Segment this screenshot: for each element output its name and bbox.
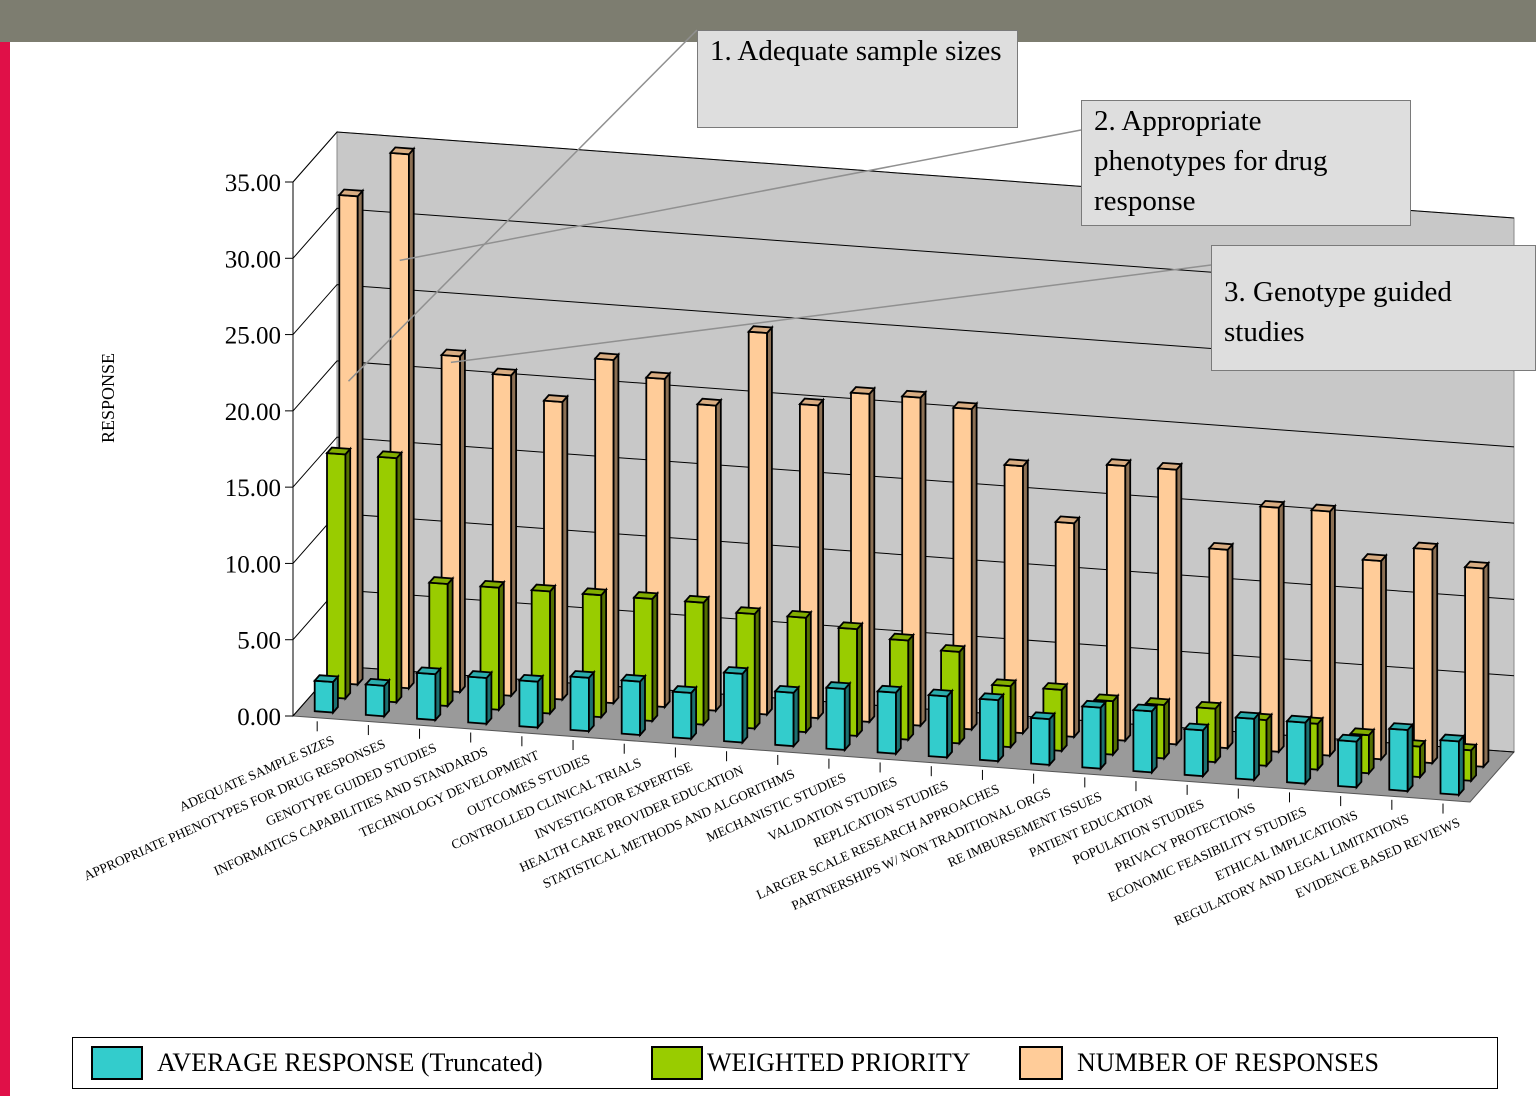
callout-2-text: 2. Appropriate phenotypes for drug respo… (1094, 105, 1328, 217)
bar-average-2 (415, 666, 443, 723)
bar-average-15 (1080, 699, 1108, 771)
bar-number-13 (1002, 458, 1030, 736)
legend-item-average: AVERAGE RESPONSE (Truncated) (91, 1046, 543, 1080)
bar-number-17 (1207, 541, 1235, 751)
gridline (292, 360, 1515, 448)
gridline (292, 284, 1515, 372)
callout-leader-3 (450, 264, 1212, 364)
bar-average-10 (824, 681, 852, 753)
bar-average-22 (1438, 733, 1466, 798)
bar-average-19 (1285, 714, 1313, 787)
bar-number-9 (798, 397, 825, 721)
bar-average-18 (1233, 710, 1261, 783)
bar-number-11 (900, 389, 928, 729)
bar-number-18 (1258, 499, 1286, 755)
legend-swatch-average (91, 1046, 143, 1080)
bar-average-12 (926, 688, 954, 760)
bar-number-16 (1156, 461, 1184, 747)
bar-average-5 (568, 669, 596, 734)
bar-average-7 (671, 685, 698, 742)
bar-average-9 (773, 684, 801, 749)
bar-average-3 (466, 670, 494, 727)
bar-number-22 (1463, 560, 1491, 770)
bar-number-15 (1105, 458, 1133, 743)
bar-average-4 (517, 673, 545, 730)
legend: AVERAGE RESPONSE (Truncated) WEIGHTED PR… (72, 1037, 1498, 1089)
y-tick-label: 10.00 (225, 551, 281, 578)
bar-average-11 (875, 684, 903, 757)
callout-leader-1 (347, 29, 698, 382)
y-tick-label: 0.00 (237, 704, 281, 731)
callout-leader-2 (399, 129, 1082, 262)
bar-average-14 (1029, 711, 1057, 768)
y-tick-label: 35.00 (225, 170, 281, 197)
legend-item-number: NUMBER OF RESPONSES (1019, 1046, 1379, 1080)
bar-average-13 (978, 692, 1006, 764)
callout-3-text: 3. Genotype guided studies (1224, 276, 1452, 348)
bar-average-16 (1131, 703, 1159, 775)
left-accent-stripe (0, 0, 10, 1096)
bar-number-12 (951, 401, 979, 732)
gridline (292, 207, 1515, 295)
bar-number-21 (1412, 541, 1440, 766)
legend-label-number: NUMBER OF RESPONSES (1077, 1048, 1379, 1077)
y-tick-label: 20.00 (225, 399, 281, 426)
legend-label-average: AVERAGE RESPONSE (Truncated) (157, 1048, 543, 1077)
bar-average-6 (619, 673, 647, 738)
y-tick-label: 15.00 (225, 475, 281, 502)
y-tick-label: 5.00 (237, 628, 281, 655)
y-tick-label: 25.00 (225, 323, 281, 350)
callout-2: 2. Appropriate phenotypes for drug respo… (1081, 100, 1411, 226)
callout-1: 1. Adequate sample sizes (697, 30, 1018, 128)
callout-3: 3. Genotype guided studies (1211, 245, 1536, 371)
bar-average-20 (1336, 733, 1364, 790)
bar-average-1 (363, 677, 391, 719)
y-axis-label: RESPONSE (98, 353, 118, 443)
callout-1-text: 1. Adequate sample sizes (710, 35, 1002, 67)
bar-average-0 (312, 674, 340, 715)
bar-number-19 (1309, 503, 1337, 758)
legend-item-weighted: WEIGHTED PRIORITY (651, 1046, 971, 1080)
bar-average-8 (722, 665, 750, 745)
legend-swatch-weighted (651, 1046, 703, 1080)
legend-label-weighted: WEIGHTED PRIORITY (707, 1048, 971, 1077)
bar-weighted-1 (376, 450, 404, 705)
bar-number-20 (1360, 553, 1388, 762)
bar-average-21 (1387, 722, 1415, 794)
legend-swatch-number (1019, 1046, 1063, 1080)
bar-weighted-0 (325, 446, 353, 701)
y-tick-label: 30.00 (225, 246, 281, 273)
bar-average-17 (1182, 722, 1210, 779)
